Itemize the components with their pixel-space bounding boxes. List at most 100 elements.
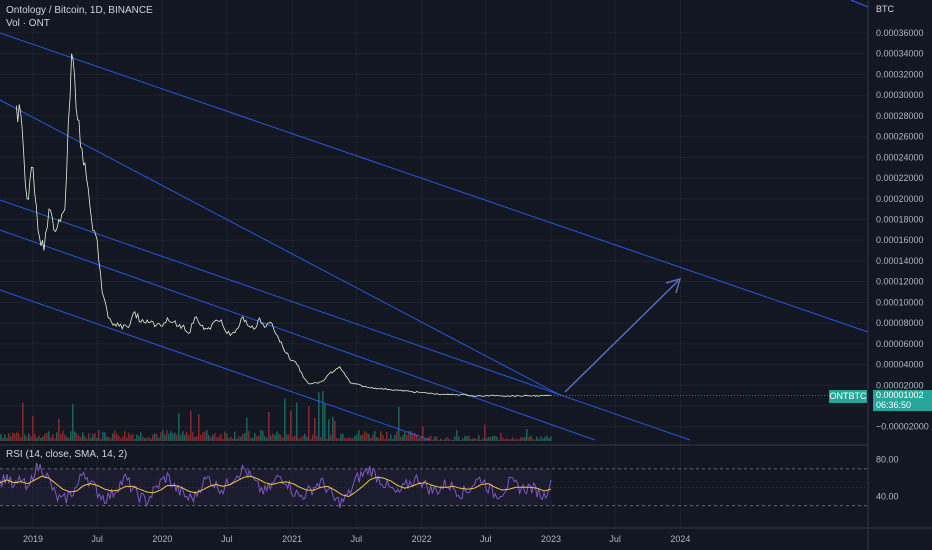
volume-bar xyxy=(498,439,500,441)
volume-bar xyxy=(24,434,26,441)
volume-bar xyxy=(260,429,262,441)
volume-bar xyxy=(360,435,362,441)
projection-arrow[interactable] xyxy=(564,277,682,393)
volume-bar xyxy=(320,437,322,441)
volume-bar xyxy=(60,434,62,441)
volume-bar xyxy=(454,436,456,441)
volume-bar xyxy=(48,431,50,441)
chart-title[interactable]: Ontology / Bitcoin, 1D, BINANCE xyxy=(6,5,153,16)
volume-bar xyxy=(310,438,312,441)
volume-bar xyxy=(16,432,18,441)
volume-bar xyxy=(114,430,116,441)
volume-bar xyxy=(220,433,222,441)
volume-bar xyxy=(328,419,330,441)
volume-bar xyxy=(204,431,206,441)
volume-bar xyxy=(132,434,134,441)
volume-bar xyxy=(486,438,488,441)
x-tick-label: 2021 xyxy=(282,534,302,544)
volume-bar xyxy=(20,437,22,441)
volume-bar xyxy=(450,439,452,441)
volume-bar xyxy=(130,434,132,441)
y-tick-label: 0.00024000 xyxy=(876,152,924,162)
volume-bar xyxy=(150,438,152,441)
volume-bar xyxy=(312,434,314,441)
trend-channels[interactable] xyxy=(0,0,932,441)
volume-bar xyxy=(538,439,540,441)
volume-bar xyxy=(346,438,348,441)
volume-bar xyxy=(228,437,230,441)
volume-bar xyxy=(232,438,234,441)
volume-bar xyxy=(262,431,264,441)
volume-bar xyxy=(336,437,338,441)
volume-bar xyxy=(240,436,242,441)
volume-bar xyxy=(430,435,432,441)
volume-bar xyxy=(102,431,104,441)
volume-bar xyxy=(342,433,344,441)
volume-bar xyxy=(96,437,98,441)
volume-bar xyxy=(314,418,316,441)
volume-bar xyxy=(212,434,214,441)
trend-line[interactable] xyxy=(0,289,431,441)
volume-bar xyxy=(56,432,58,441)
volume-bar xyxy=(414,432,416,441)
volume-bar xyxy=(258,435,260,441)
y-tick-label: 0.00026000 xyxy=(876,132,924,142)
volume-bar xyxy=(494,435,496,441)
volume-bar xyxy=(298,438,300,441)
volume-bar xyxy=(456,430,458,441)
volume-bar xyxy=(66,436,68,441)
volume-bar xyxy=(196,435,198,441)
volume-bar xyxy=(156,433,158,441)
volume-legend[interactable]: Vol · ONT xyxy=(6,18,50,29)
x-tick-label: 2024 xyxy=(670,534,690,544)
volume-bar xyxy=(36,437,38,441)
volume-bar xyxy=(182,431,184,441)
y-tick-label: 0.00034000 xyxy=(876,49,924,59)
volume-bar xyxy=(286,434,288,441)
volume-bar xyxy=(218,436,220,441)
volume-bar xyxy=(254,433,256,441)
y-tick-label: 0.00036000 xyxy=(876,28,924,38)
volume-bar xyxy=(2,437,4,441)
rsi-legend[interactable]: RSI (14, close, SMA, 14, 2) xyxy=(6,449,128,460)
bar-countdown: 06:36:50 xyxy=(876,400,912,410)
volume-bar xyxy=(396,431,398,441)
price-line xyxy=(15,53,552,397)
volume-bar xyxy=(432,439,434,441)
volume-bar xyxy=(370,437,372,441)
volume-bar xyxy=(216,437,218,441)
volume-bar xyxy=(408,431,410,441)
volume-bar xyxy=(294,435,296,441)
trend-line[interactable] xyxy=(0,32,869,333)
volume-bar xyxy=(256,436,258,441)
volume-bar xyxy=(74,431,76,441)
volume-bar xyxy=(518,439,520,441)
y-tick-label: 0.00020000 xyxy=(876,194,924,204)
volume-bar xyxy=(352,437,354,441)
volume-bar xyxy=(302,435,304,441)
volume-bar xyxy=(222,438,224,441)
trend-line[interactable] xyxy=(0,99,561,396)
volume-bar xyxy=(546,435,548,441)
x-tick-label: Jul xyxy=(609,534,621,544)
volume-bar xyxy=(244,432,246,441)
currency-label: BTC xyxy=(876,4,894,14)
volume-bar xyxy=(442,439,444,441)
volume-bar xyxy=(238,436,240,441)
volume-bar xyxy=(506,438,508,441)
volume-bar xyxy=(62,430,64,441)
volume-bar xyxy=(448,438,450,441)
volume-bar xyxy=(202,432,204,441)
trend-line[interactable] xyxy=(0,199,691,441)
volume-bar xyxy=(340,434,342,441)
volume-bar xyxy=(440,438,442,441)
volume-bar xyxy=(230,436,232,441)
x-tick-label: Jul xyxy=(91,534,103,544)
volume-bar xyxy=(12,432,14,441)
x-tick-label: Jul xyxy=(351,534,363,544)
volume-bar xyxy=(304,433,306,441)
volume-bar xyxy=(82,432,84,441)
volume-bar xyxy=(174,432,176,441)
